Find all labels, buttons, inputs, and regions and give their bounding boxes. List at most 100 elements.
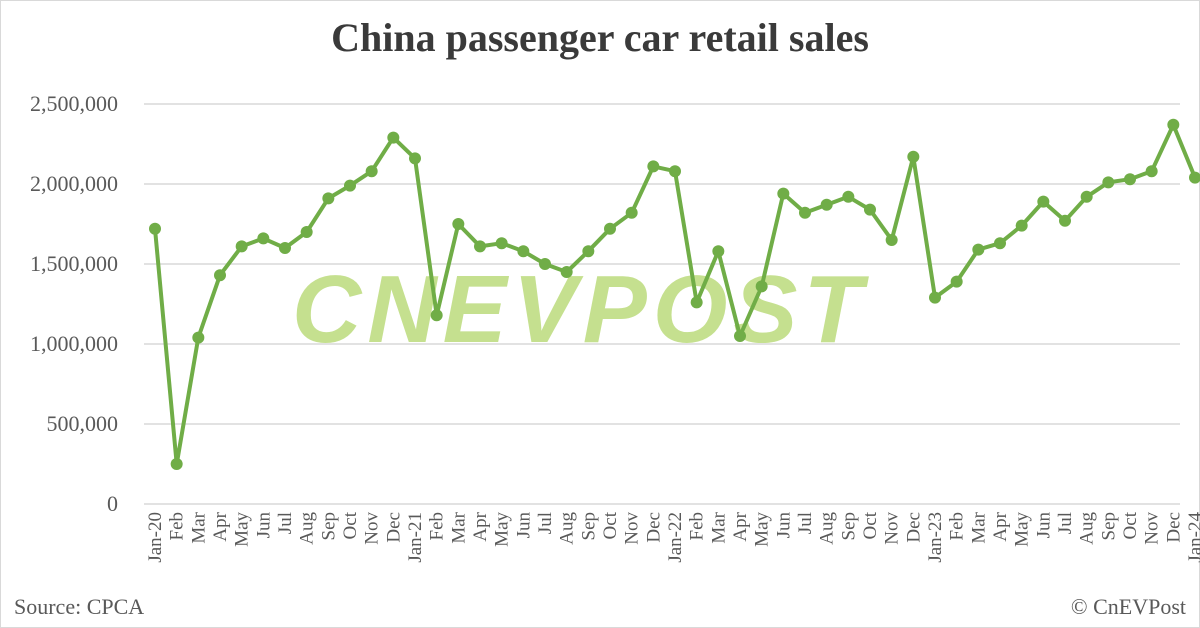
data-point <box>257 232 270 245</box>
x-tick-label: Feb <box>167 512 188 541</box>
x-tick-label: Aug <box>817 512 838 545</box>
data-point <box>950 275 963 288</box>
x-tick-label: Nov <box>622 512 643 545</box>
data-point <box>344 179 356 192</box>
x-tick-label: Jan-20 <box>145 512 166 563</box>
x-tick-label: Nov <box>1142 512 1163 545</box>
data-point <box>474 240 486 253</box>
x-tick-label: Apr <box>990 511 1011 541</box>
x-tick-label: Sep <box>1098 512 1119 541</box>
data-point <box>1015 219 1028 232</box>
data-point <box>625 206 638 219</box>
x-tick-label: Jan-24 <box>1185 512 1200 563</box>
data-point <box>149 222 161 235</box>
x-tick-label: Mar <box>188 511 209 543</box>
data-point <box>734 330 746 342</box>
x-tick-label: Oct <box>340 511 361 539</box>
x-tick-label: Dec <box>1163 512 1184 543</box>
y-tick-label: 2,500,000 <box>30 91 118 116</box>
data-point <box>539 258 551 270</box>
x-tick-label: Jun <box>253 512 274 539</box>
data-point <box>1059 214 1071 227</box>
data-point <box>1167 118 1180 131</box>
data-point <box>1080 190 1093 203</box>
x-tick-label: Jul <box>275 512 296 534</box>
data-point <box>972 243 985 256</box>
y-tick-label: 0 <box>107 491 118 516</box>
x-tick-label: Oct <box>600 511 621 539</box>
x-tick-label: Aug <box>557 512 578 545</box>
data-point <box>300 226 313 238</box>
x-tick-label: Dec <box>643 512 664 543</box>
x-axis: Jan-20 Feb Mar Apr May Jun Jul Aug Sep Oct Nov Dec J… <box>145 511 1200 562</box>
data-point <box>907 150 920 163</box>
data-point <box>820 198 833 211</box>
data-point <box>1145 165 1158 178</box>
x-tick-label: Mar <box>448 511 469 543</box>
data-point <box>1189 171 1200 184</box>
y-tick-label: 1,000,000 <box>30 331 118 356</box>
data-point <box>669 165 681 178</box>
data-point <box>279 242 291 254</box>
data-point <box>235 240 248 253</box>
x-tick-label: Apr <box>210 511 231 541</box>
data-point <box>712 245 725 258</box>
data-point <box>647 160 660 173</box>
x-tick-label: May <box>1012 512 1033 547</box>
data-point <box>387 131 400 144</box>
data-point <box>1124 173 1136 186</box>
x-tick-label: Feb <box>687 512 708 541</box>
x-tick-label: Jul <box>1055 512 1076 534</box>
data-point <box>517 245 530 258</box>
data-point <box>1102 176 1115 189</box>
data-point <box>929 291 941 304</box>
x-tick-label: Dec <box>903 512 924 543</box>
data-point <box>365 165 378 178</box>
x-tick-label: Nov <box>362 512 383 545</box>
x-tick-label: Oct <box>860 511 881 539</box>
x-tick-label: Apr <box>470 511 491 541</box>
data-point <box>430 309 443 322</box>
x-tick-label: Aug <box>297 512 318 545</box>
x-tick-label: Dec <box>383 512 404 543</box>
x-tick-label: Jan-23 <box>925 512 946 563</box>
x-tick-label: Mar <box>968 511 989 543</box>
x-tick-label: Nov <box>882 512 903 545</box>
data-point <box>1037 195 1050 208</box>
x-tick-label: Apr <box>730 511 751 541</box>
data-point <box>560 266 573 278</box>
data-point <box>604 222 616 235</box>
data-point <box>690 296 703 309</box>
data-point <box>452 218 465 230</box>
copyright-label: © CnEVPost <box>1070 594 1186 619</box>
data-point <box>777 187 790 200</box>
x-tick-label: Jan-21 <box>405 512 426 563</box>
x-tick-label: Feb <box>947 512 968 541</box>
data-point <box>864 203 876 216</box>
data-point <box>170 458 183 470</box>
y-tick-label: 2,000,000 <box>30 171 118 196</box>
data-point <box>582 245 595 258</box>
x-tick-label: May <box>752 512 773 547</box>
x-tick-label: Jul <box>795 512 816 534</box>
watermark-logo: CNEVPOST <box>292 256 869 363</box>
data-point <box>842 190 855 203</box>
data-point <box>885 234 898 246</box>
data-point <box>214 269 226 282</box>
y-tick-label: 500,000 <box>47 411 119 436</box>
y-axis: 0 500,000 1,000,000 1,500,000 2,000,000 2,500… <box>30 91 118 516</box>
x-tick-label: Sep <box>838 512 859 541</box>
x-tick-label: Jul <box>535 512 556 534</box>
data-point <box>495 237 508 250</box>
x-tick-label: Mar <box>708 511 729 543</box>
data-point <box>322 192 335 205</box>
data-point <box>755 280 768 293</box>
data-point <box>409 152 421 165</box>
x-tick-label: May <box>492 512 513 547</box>
y-tick-label: 1,500,000 <box>30 251 118 276</box>
x-tick-label: Oct <box>1120 511 1141 539</box>
x-tick-label: Jan-22 <box>665 512 686 563</box>
x-tick-label: Jun <box>513 512 534 539</box>
data-point <box>994 237 1006 250</box>
